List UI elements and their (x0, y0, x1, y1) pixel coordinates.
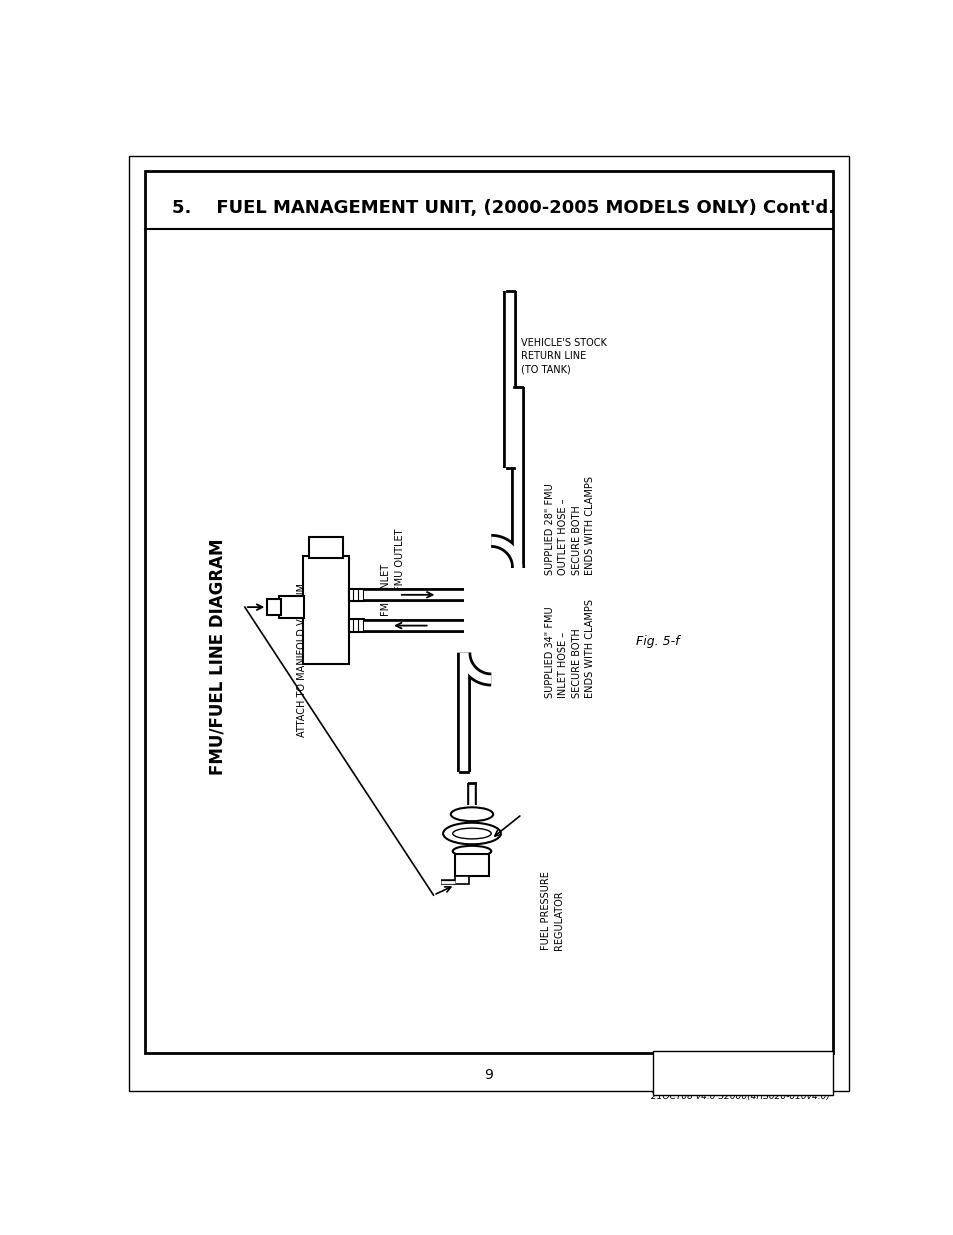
Ellipse shape (453, 829, 491, 839)
Ellipse shape (453, 846, 491, 857)
Text: SUPPLIED 34" FMU
INLET HOSE –
SECURE BOTH
ENDS WITH CLAMPS: SUPPLIED 34" FMU INLET HOSE – SECURE BOT… (544, 599, 594, 698)
Text: 9: 9 (484, 1067, 493, 1082)
Text: VEHICLE'S STOCK
RETURN LINE
(TO TANK): VEHICLE'S STOCK RETURN LINE (TO TANK) (520, 338, 606, 374)
Bar (455, 855, 488, 876)
Bar (309, 537, 342, 558)
Text: ATTACH TO MANIFOLD VACUUM: ATTACH TO MANIFOLD VACUUM (297, 583, 307, 737)
Bar (279, 597, 304, 618)
Text: FMU INLET: FMU INLET (381, 564, 391, 616)
Ellipse shape (442, 823, 500, 845)
Text: 5.    FUEL MANAGEMENT UNIT, (2000-2005 MODELS ONLY) Cont'd.: 5. FUEL MANAGEMENT UNIT, (2000-2005 MODE… (172, 199, 834, 217)
Bar (349, 589, 364, 601)
Text: Fig. 5-f: Fig. 5-f (636, 635, 679, 647)
Text: FMU/FUEL LINE DIAGRAM: FMU/FUEL LINE DIAGRAM (209, 538, 227, 774)
Bar (652, 1051, 832, 1095)
Bar (455, 876, 469, 883)
Ellipse shape (451, 808, 493, 821)
Bar (349, 620, 364, 632)
Text: FUEL PRESSURE
REGULATOR: FUEL PRESSURE REGULATOR (540, 871, 564, 950)
Bar (267, 599, 281, 615)
Bar (302, 556, 349, 664)
Text: FMU OUTLET: FMU OUTLET (395, 529, 405, 592)
Text: SUPPLIED 28" FMU
OUTLET HOSE –
SECURE BOTH
ENDS WITH CLAMPS: SUPPLIED 28" FMU OUTLET HOSE – SECURE BO… (544, 475, 594, 576)
Text: P/N: 4HS020-010
©2008 Vortech Engineering, LLC
All Rights Reserved, Intl. Copr. : P/N: 4HS020-010 ©2008 Vortech Engineerin… (651, 1055, 829, 1100)
